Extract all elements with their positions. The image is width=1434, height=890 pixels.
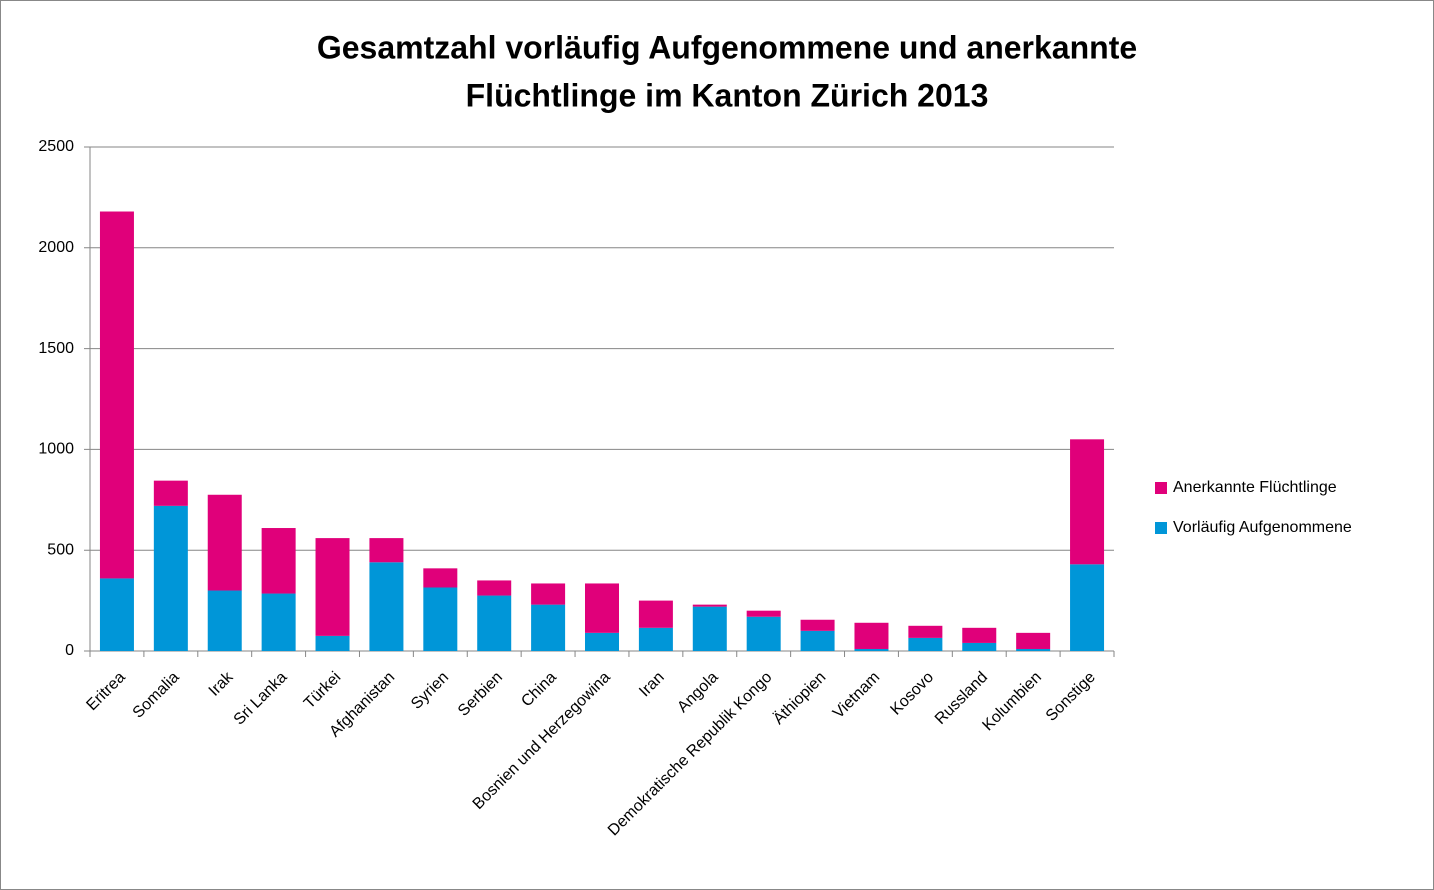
bar-segment (477, 580, 512, 596)
legend-label: Anerkannte Flüchtlinge (1173, 479, 1337, 496)
bar-segment (1070, 439, 1105, 565)
bar-segment (854, 648, 889, 651)
bar-segment (153, 505, 188, 651)
bar-segment (477, 595, 512, 651)
y-tick-label: 1500 (38, 340, 74, 357)
bar-segment (531, 583, 566, 605)
legend-swatch (1155, 522, 1167, 534)
bar-segment (854, 622, 889, 649)
bar-segment (746, 616, 781, 651)
bar-segment (99, 211, 134, 579)
bar-segment (207, 590, 242, 651)
bar-segment (315, 538, 350, 636)
y-tick-label: 2500 (38, 138, 74, 155)
legend-label: Vorläufig Aufgenommene (1173, 519, 1352, 536)
bar-segment (692, 606, 727, 651)
bar-segment (1016, 648, 1051, 651)
bar-segment (962, 627, 997, 643)
bar-segment (369, 562, 404, 651)
bar-segment (207, 494, 242, 591)
bar-segment (423, 568, 458, 588)
bar-segment (1016, 632, 1051, 649)
bar-segment (638, 600, 673, 628)
bar-segment (261, 528, 296, 594)
bar-segment (423, 587, 458, 651)
bar-segment (638, 627, 673, 651)
chart-title: Flüchtlinge im Kanton Zürich 2013 (466, 77, 989, 113)
bar-segment (908, 637, 943, 651)
chart-title: Gesamtzahl vorläufig Aufgenommene und an… (317, 29, 1137, 65)
bar-segment (962, 642, 997, 651)
bar-segment (315, 635, 350, 651)
bar-segment (531, 604, 566, 651)
y-tick-label: 500 (47, 541, 74, 558)
bar-segment (585, 632, 619, 651)
bar-segment (692, 604, 727, 607)
bar-segment (800, 630, 835, 651)
bar-segment (800, 619, 835, 631)
y-tick-label: 1000 (38, 441, 74, 458)
y-tick-label: 0 (65, 642, 74, 659)
bar-segment (746, 610, 781, 617)
bar-segment (369, 538, 404, 563)
bar-segment (153, 480, 188, 506)
legend-swatch (1155, 482, 1167, 494)
bar-segment (99, 578, 134, 651)
bar-segment (585, 583, 619, 633)
bar-segment (908, 625, 943, 638)
y-tick-label: 2000 (38, 239, 74, 256)
bar-segment (261, 593, 296, 651)
bar-segment (1070, 564, 1105, 651)
